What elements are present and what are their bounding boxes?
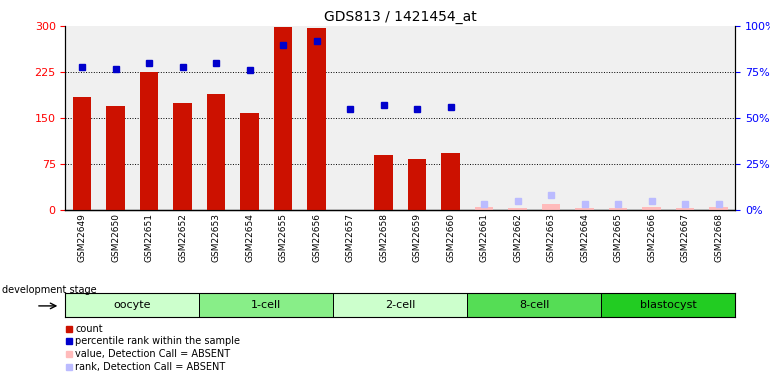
Bar xyxy=(240,113,259,210)
Bar xyxy=(609,208,628,210)
Text: value, Detection Call = ABSENT: value, Detection Call = ABSENT xyxy=(75,349,231,359)
Text: percentile rank within the sample: percentile rank within the sample xyxy=(75,336,240,346)
Text: blastocyst: blastocyst xyxy=(640,300,697,310)
Text: 2-cell: 2-cell xyxy=(385,300,416,310)
Bar xyxy=(642,207,661,210)
Bar xyxy=(65,292,199,317)
Bar xyxy=(676,208,695,210)
Text: 8-cell: 8-cell xyxy=(519,300,550,310)
Bar xyxy=(467,292,601,317)
Bar xyxy=(173,103,192,210)
Text: oocyte: oocyte xyxy=(114,300,151,310)
Bar xyxy=(374,155,393,210)
Bar xyxy=(709,207,728,210)
Bar xyxy=(140,72,159,210)
Bar xyxy=(575,208,594,210)
Bar xyxy=(441,153,460,210)
Bar xyxy=(475,207,494,210)
Text: 1-cell: 1-cell xyxy=(251,300,282,310)
Bar xyxy=(274,27,293,210)
Bar xyxy=(601,292,735,317)
Bar xyxy=(408,159,427,210)
Text: development stage: development stage xyxy=(2,285,97,296)
Bar xyxy=(542,204,561,210)
Title: GDS813 / 1421454_at: GDS813 / 1421454_at xyxy=(324,10,477,24)
Bar xyxy=(199,292,333,317)
Bar xyxy=(106,106,125,210)
Bar xyxy=(508,208,527,210)
Bar xyxy=(73,97,92,210)
Text: count: count xyxy=(75,324,103,334)
Bar xyxy=(207,94,226,210)
Bar xyxy=(307,28,326,210)
Text: rank, Detection Call = ABSENT: rank, Detection Call = ABSENT xyxy=(75,362,226,372)
Bar xyxy=(333,292,467,317)
